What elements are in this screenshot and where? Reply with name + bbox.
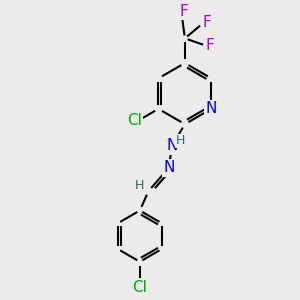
Text: H: H [175, 134, 184, 147]
Text: F: F [202, 15, 211, 30]
Text: Cl: Cl [127, 113, 142, 128]
Text: H: H [135, 179, 145, 192]
Text: F: F [179, 4, 188, 19]
Text: Cl: Cl [132, 280, 147, 295]
Text: N: N [163, 160, 175, 175]
Text: N: N [206, 101, 217, 116]
Text: N: N [166, 139, 178, 154]
Text: F: F [206, 38, 214, 53]
